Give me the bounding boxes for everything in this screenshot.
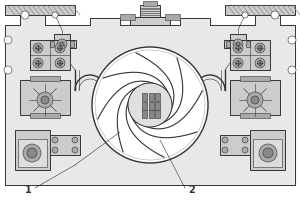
Circle shape (27, 148, 37, 158)
Circle shape (4, 66, 12, 74)
Circle shape (257, 46, 262, 50)
Circle shape (33, 43, 43, 53)
Circle shape (263, 148, 273, 158)
Bar (148, 102, 154, 110)
Bar (143, 1, 157, 6)
Circle shape (52, 137, 58, 143)
Circle shape (255, 58, 265, 68)
Circle shape (35, 46, 40, 50)
Circle shape (57, 39, 67, 49)
Bar (120, 14, 135, 20)
Bar (15, 130, 50, 170)
Bar (230, 34, 246, 56)
Circle shape (251, 96, 259, 104)
Bar (50, 135, 80, 155)
Bar (165, 14, 180, 20)
Bar (54, 34, 70, 56)
Bar (70, 41, 74, 47)
Circle shape (242, 12, 248, 18)
Circle shape (55, 58, 65, 68)
Circle shape (92, 47, 208, 163)
Circle shape (233, 58, 243, 68)
Bar (5, 5, 75, 15)
Bar (140, 5, 160, 17)
Circle shape (233, 39, 243, 49)
Circle shape (242, 147, 248, 153)
Circle shape (21, 11, 29, 19)
Bar (155, 102, 160, 110)
Bar (142, 110, 147, 118)
Circle shape (236, 46, 241, 50)
Bar (253, 139, 282, 167)
Bar (155, 110, 160, 118)
Circle shape (222, 137, 228, 143)
Bar (30, 76, 60, 81)
Bar (20, 80, 70, 115)
Circle shape (128, 83, 172, 127)
Bar (50, 41, 54, 47)
Bar (148, 93, 154, 101)
Circle shape (255, 43, 265, 53)
Bar (224, 40, 252, 48)
Circle shape (58, 46, 62, 50)
Bar (250, 130, 285, 170)
Bar (230, 80, 280, 115)
Circle shape (72, 147, 78, 153)
Bar (155, 93, 160, 101)
Bar (30, 113, 60, 118)
Circle shape (288, 66, 296, 74)
Circle shape (72, 137, 78, 143)
Circle shape (242, 137, 248, 143)
Bar (230, 40, 270, 70)
Circle shape (41, 96, 49, 104)
Circle shape (58, 60, 62, 66)
Bar (225, 5, 295, 15)
Bar (246, 41, 250, 47)
Circle shape (52, 12, 58, 18)
Text: 2: 2 (189, 185, 195, 195)
Bar (142, 102, 147, 110)
Bar (240, 113, 270, 118)
Circle shape (52, 147, 58, 153)
Circle shape (55, 43, 65, 53)
Circle shape (236, 42, 240, 46)
Circle shape (60, 42, 64, 46)
Bar (226, 41, 230, 47)
Bar (30, 40, 70, 70)
Circle shape (236, 60, 241, 66)
Bar (240, 76, 270, 81)
Circle shape (247, 92, 263, 108)
Bar (142, 93, 147, 101)
Circle shape (37, 92, 53, 108)
Bar (130, 17, 170, 25)
Circle shape (4, 36, 12, 44)
Circle shape (257, 60, 262, 66)
Bar (148, 110, 154, 118)
Circle shape (259, 144, 277, 162)
Circle shape (23, 144, 41, 162)
Circle shape (233, 43, 243, 53)
Polygon shape (5, 15, 295, 185)
Circle shape (288, 36, 296, 44)
Bar (18, 139, 47, 167)
Circle shape (35, 60, 40, 66)
Circle shape (271, 11, 279, 19)
Text: 1: 1 (25, 185, 32, 195)
Bar (220, 135, 250, 155)
Bar (48, 40, 76, 48)
Circle shape (222, 147, 228, 153)
Circle shape (95, 50, 205, 160)
Circle shape (33, 58, 43, 68)
